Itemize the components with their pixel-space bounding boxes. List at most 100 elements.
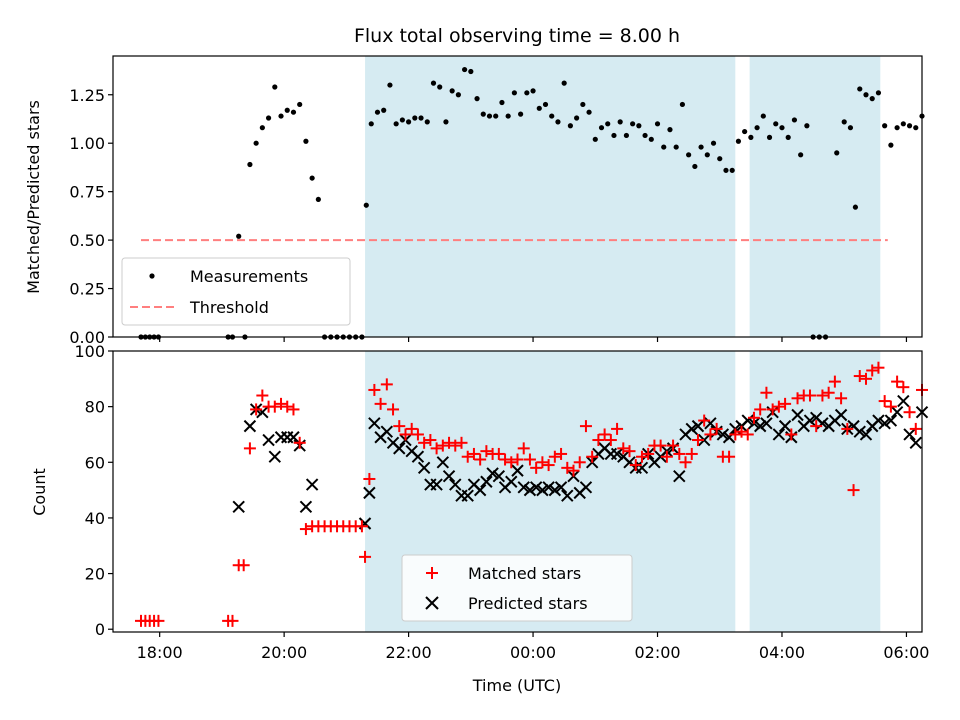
predicted-star-point [417, 461, 431, 475]
predicted-star-point [859, 428, 873, 441]
predicted-star-point [529, 481, 543, 494]
x-tick-label: 06:00 [883, 643, 929, 662]
measurement-point [474, 96, 480, 102]
measurement-point [468, 68, 474, 75]
matched-star-point [723, 450, 736, 463]
measurement-point [906, 123, 913, 129]
matched-star-point [517, 442, 530, 455]
matched-star-point [281, 400, 294, 413]
matched-star-point [853, 370, 866, 383]
matched-star-point [293, 436, 306, 449]
measurement-point [692, 163, 698, 170]
top-y-tick-label: 1.00 [69, 134, 105, 153]
measurement-point [679, 101, 686, 108]
matched-star-point [629, 459, 642, 472]
matched-star-point [405, 422, 418, 435]
matched-star-point [418, 436, 431, 449]
matched-star-point [673, 447, 686, 460]
measurement-point [586, 109, 592, 115]
matched-star-point [443, 436, 456, 449]
matched-star-point [467, 447, 480, 460]
bottom-y-tick-label: 0 [95, 620, 105, 639]
top-legend-box [121, 257, 351, 326]
matched-star-point [884, 400, 897, 413]
measurement-point [278, 113, 284, 119]
matched-star-point [393, 420, 406, 433]
measurement-point [913, 125, 919, 131]
matched-star-point [536, 456, 549, 469]
measurement-point [549, 113, 555, 119]
measurement-point [309, 175, 315, 181]
matched-star-point [455, 436, 468, 449]
measurement-point [437, 84, 443, 90]
predicted-star-point [393, 442, 406, 455]
predicted-star-point [716, 428, 730, 441]
measurement-point [511, 90, 517, 96]
measurement-point [297, 101, 303, 108]
measurement-point [661, 144, 667, 150]
measurement-point [852, 204, 859, 210]
matched-star-point [424, 434, 437, 447]
measurement-point [518, 111, 524, 117]
count-points [135, 361, 929, 627]
measurement-point [363, 202, 369, 208]
measurement-point [574, 115, 580, 121]
predicted-star-point [442, 469, 456, 483]
matched-star-point [779, 397, 792, 410]
measurement-point [882, 123, 888, 129]
matched-star-point [411, 428, 424, 441]
shaded-interval [749, 351, 881, 632]
matched-star-point [679, 456, 692, 469]
measurement-point [236, 233, 242, 239]
matched-star-point [598, 428, 611, 441]
measurement-point [617, 119, 623, 125]
measurement-point [393, 121, 399, 127]
matched-star-point [654, 439, 667, 452]
matched-star-point [567, 464, 580, 477]
predicted-star-point [232, 500, 245, 514]
predicted-star-point [505, 475, 518, 488]
predicted-star-point [561, 489, 574, 502]
top-y-tick-label: 0.75 [69, 183, 105, 202]
measurement-point [785, 134, 791, 140]
predicted-star-point [517, 481, 530, 494]
matched-star-point [866, 364, 879, 377]
measurement-point [673, 144, 679, 150]
matched-star-point [828, 375, 841, 388]
matched-star-point [816, 389, 829, 402]
matched-star-point [436, 439, 449, 452]
matched-star-point [698, 414, 711, 427]
shaded-interval [749, 56, 881, 337]
measurement-point [247, 161, 253, 168]
measurement-point [265, 115, 272, 121]
predicted-star-point [610, 447, 624, 461]
predicted-star-point [542, 481, 555, 494]
matched-star-point [754, 403, 767, 416]
measurement-point [524, 90, 530, 96]
matched-star-point [573, 456, 586, 469]
predicted-star-point [548, 483, 562, 497]
shaded-interval [365, 56, 736, 337]
x-tick-label: 20:00 [261, 643, 307, 662]
matched-star-point [561, 461, 574, 474]
matched-star-point [374, 397, 387, 410]
measurement-point [315, 196, 321, 203]
top-axes: 0.00 0.25 0.50 0.75 1.00 1.25 [69, 55, 923, 347]
measurement-point [798, 152, 804, 158]
measurement-point [723, 167, 729, 173]
measurement-point [303, 138, 309, 144]
measurement-point [499, 99, 505, 106]
predicted-star-point [523, 483, 537, 497]
matched-star-point [909, 422, 922, 435]
legend-matched-label: Matched stars [468, 564, 581, 583]
matched-star-point [399, 428, 412, 441]
legend-threshold-label: Threshold [189, 298, 269, 317]
measurement-point [290, 109, 297, 115]
measurement-point [462, 66, 468, 73]
bottom-y-tick-label: 60 [85, 453, 105, 472]
predicted-star-point [486, 467, 499, 480]
matched-star-point [430, 442, 443, 455]
predicted-star-point [903, 428, 916, 441]
measurement-point [742, 128, 748, 135]
predicted-star-point [511, 464, 524, 477]
